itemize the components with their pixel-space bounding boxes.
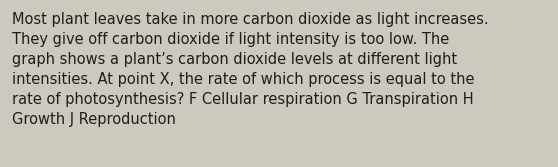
Text: Most plant leaves take in more carbon dioxide as light increases.
They give off : Most plant leaves take in more carbon di… [12, 12, 489, 127]
